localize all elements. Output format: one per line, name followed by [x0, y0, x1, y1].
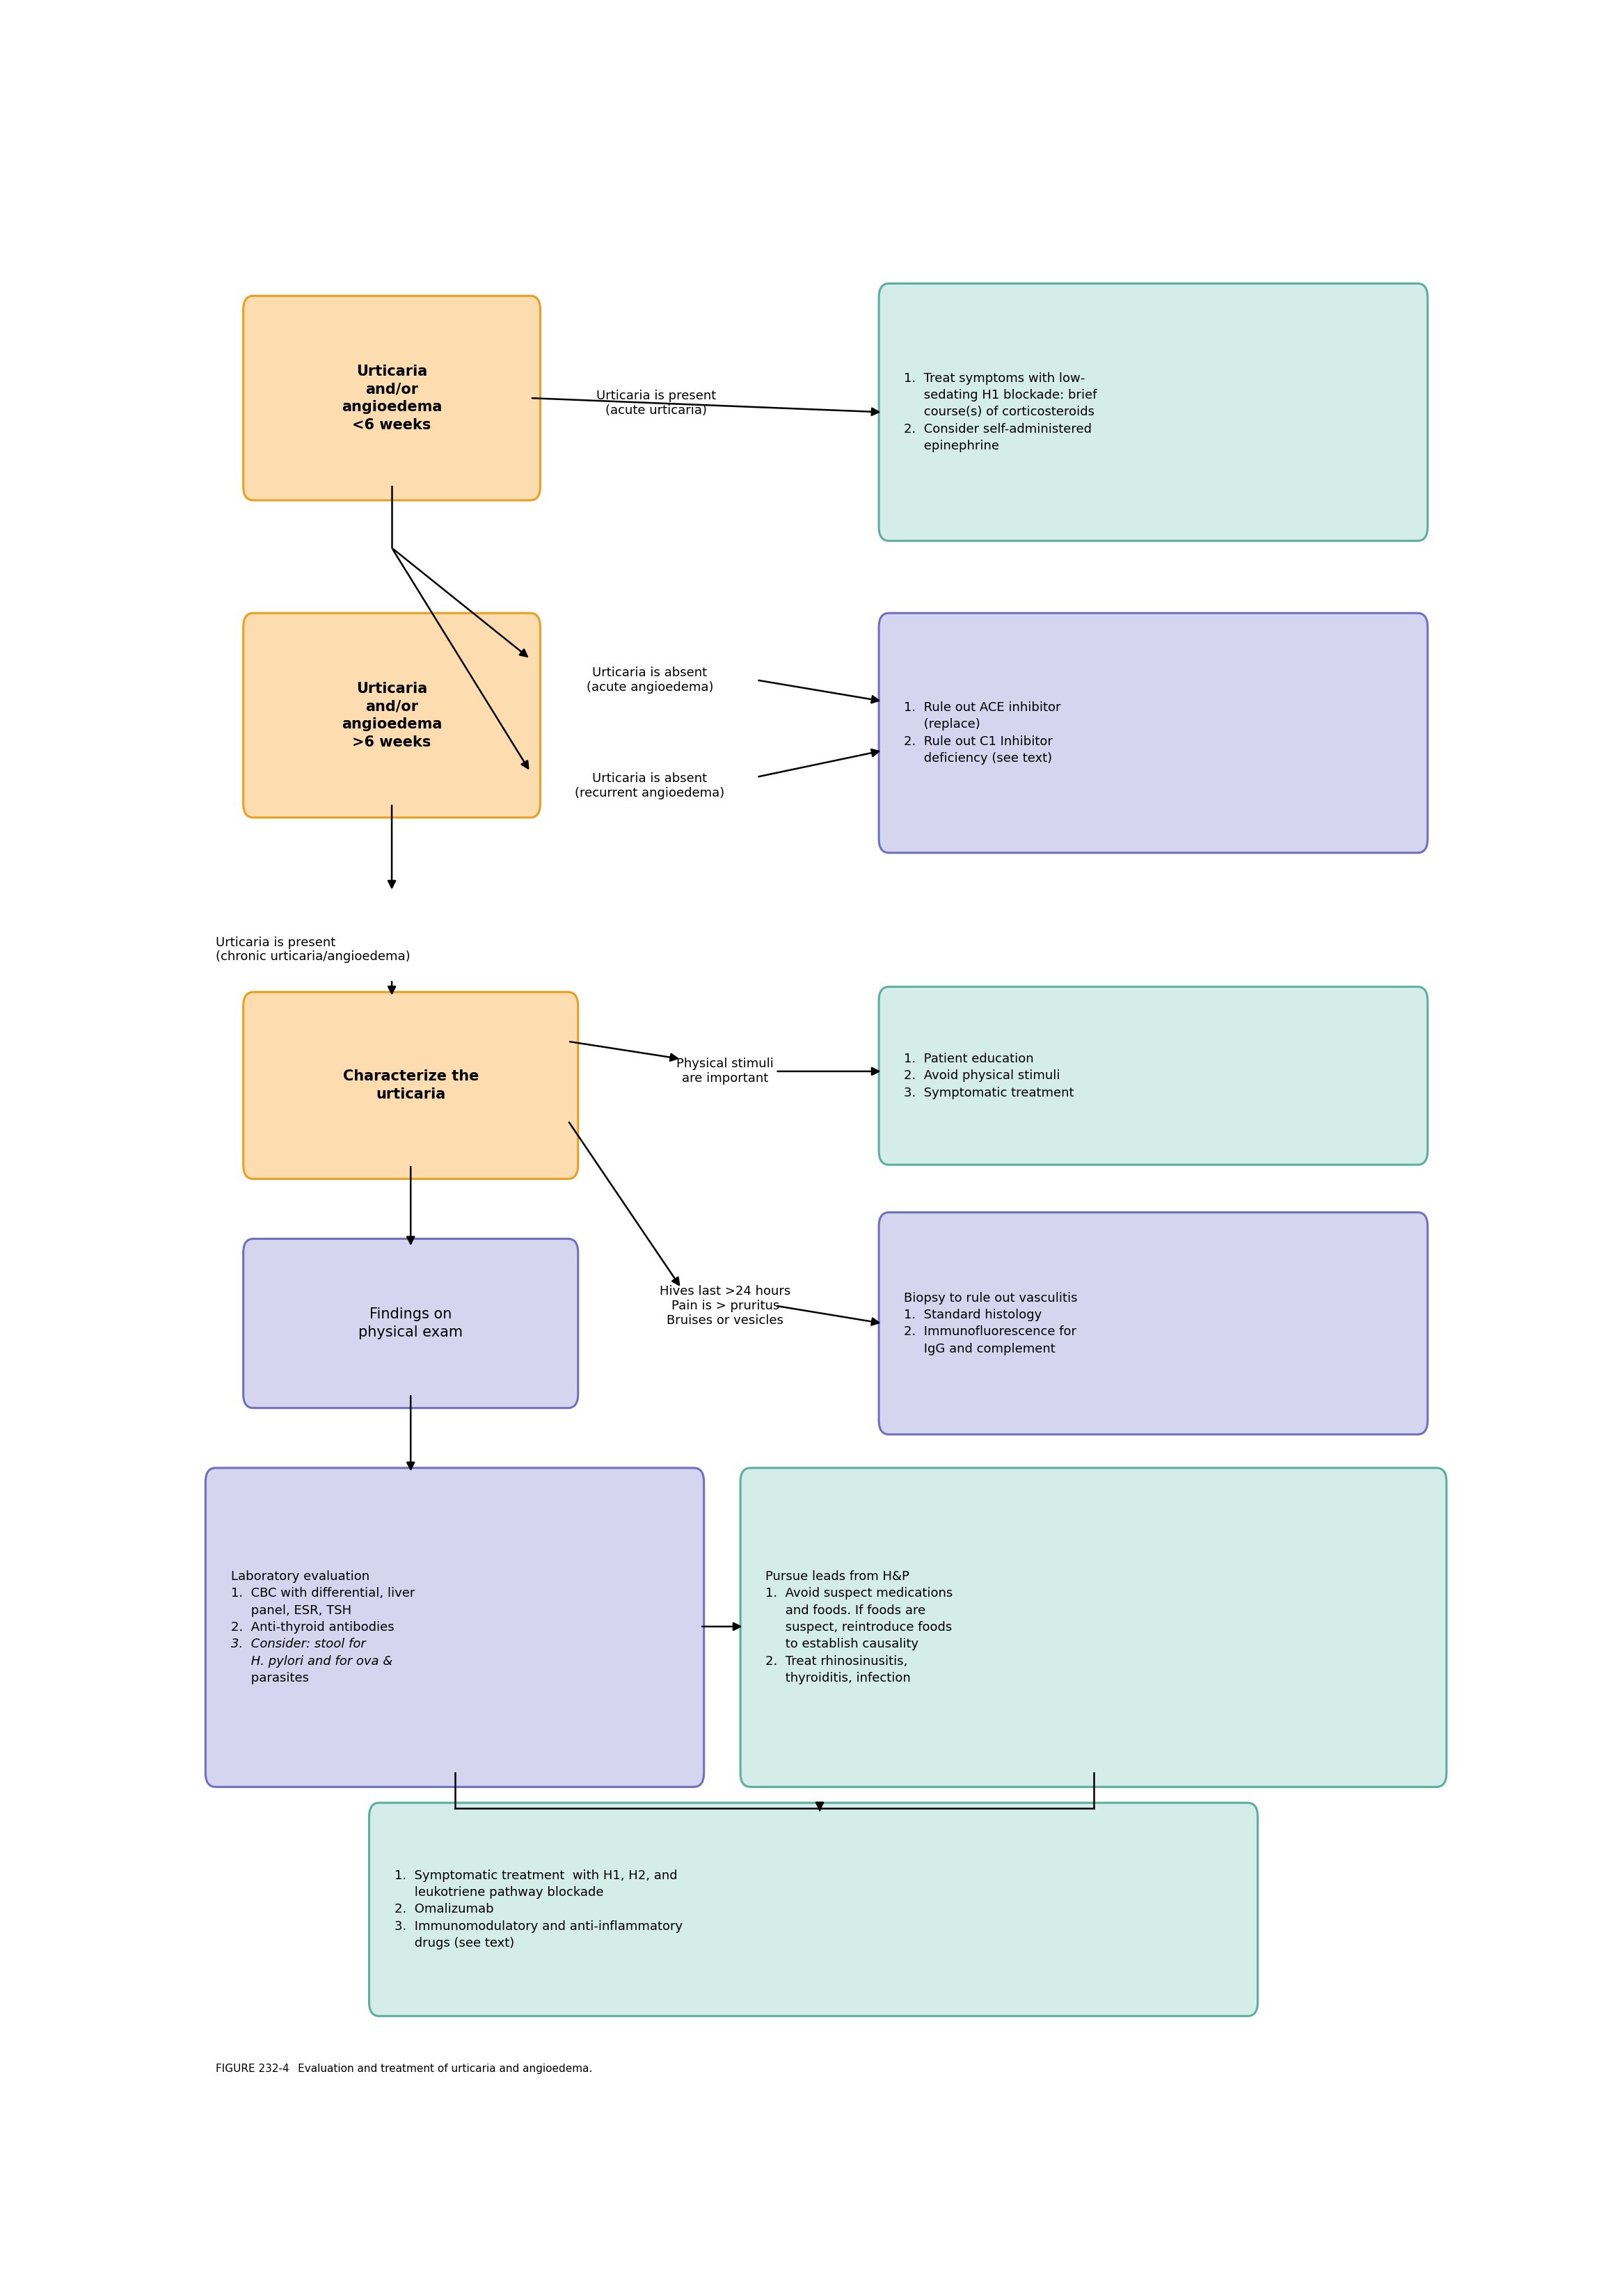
Text: Findings on
physical exam: Findings on physical exam: [359, 1307, 463, 1339]
Text: leukotriene pathway blockade: leukotriene pathway blockade: [395, 1886, 604, 1900]
Text: epinephrine: epinephrine: [905, 439, 999, 453]
Text: Urticaria is absent
(acute angioedema): Urticaria is absent (acute angioedema): [586, 666, 713, 694]
Text: 1.  CBC with differential, liver: 1. CBC with differential, liver: [231, 1586, 414, 1600]
Text: 1.  Treat symptoms with low-: 1. Treat symptoms with low-: [905, 373, 1085, 385]
Text: Physical stimuli
are important: Physical stimuli are important: [677, 1058, 775, 1085]
Text: 2.  Rule out C1 Inhibitor: 2. Rule out C1 Inhibitor: [905, 735, 1052, 749]
FancyBboxPatch shape: [244, 1238, 578, 1408]
FancyBboxPatch shape: [369, 1804, 1257, 2017]
FancyBboxPatch shape: [879, 987, 1427, 1165]
Text: 2.  Treat rhinosinusitis,: 2. Treat rhinosinusitis,: [765, 1655, 908, 1669]
Text: drugs (see text): drugs (see text): [395, 1936, 515, 1950]
FancyBboxPatch shape: [206, 1467, 703, 1788]
Text: Urticaria is present
(chronic urticaria/angioedema): Urticaria is present (chronic urticaria/…: [216, 936, 411, 964]
FancyBboxPatch shape: [879, 1213, 1427, 1435]
Text: 1.  Avoid suspect medications: 1. Avoid suspect medications: [765, 1586, 953, 1600]
Text: and foods. If foods are: and foods. If foods are: [765, 1605, 926, 1616]
FancyBboxPatch shape: [244, 991, 578, 1179]
Text: FIGURE 232-4  Evaluation and treatment of urticaria and angioedema.: FIGURE 232-4 Evaluation and treatment of…: [216, 2065, 593, 2074]
Text: Biopsy to rule out vasculitis: Biopsy to rule out vasculitis: [905, 1291, 1078, 1305]
Text: Urticaria is absent
(recurrent angioedema): Urticaria is absent (recurrent angioedem…: [575, 771, 724, 799]
Text: deficiency (see text): deficiency (see text): [905, 753, 1052, 765]
Text: Laboratory evaluation: Laboratory evaluation: [231, 1570, 369, 1582]
Text: 1.  Symptomatic treatment  with H1, H2, and: 1. Symptomatic treatment with H1, H2, an…: [395, 1870, 677, 1882]
Text: course(s) of corticosteroids: course(s) of corticosteroids: [905, 405, 1095, 419]
Text: (replace): (replace): [905, 719, 981, 730]
Text: Pursue leads from H&P: Pursue leads from H&P: [765, 1570, 909, 1582]
Text: parasites: parasites: [231, 1671, 309, 1685]
Text: 1.  Standard histology: 1. Standard histology: [905, 1309, 1043, 1321]
Text: 2.  Omalizumab: 2. Omalizumab: [395, 1902, 494, 1916]
Text: 2.  Anti-thyroid antibodies: 2. Anti-thyroid antibodies: [231, 1621, 395, 1634]
Text: thyroiditis, infection: thyroiditis, infection: [765, 1671, 911, 1685]
FancyBboxPatch shape: [244, 295, 541, 501]
Text: 2.  Avoid physical stimuli: 2. Avoid physical stimuli: [905, 1069, 1060, 1083]
Text: H. pylori and for ova &: H. pylori and for ova &: [231, 1655, 393, 1669]
Text: 3.  Symptomatic treatment: 3. Symptomatic treatment: [905, 1087, 1073, 1099]
Text: 2.  Consider self-administered: 2. Consider self-administered: [905, 423, 1091, 435]
Text: IgG and complement: IgG and complement: [905, 1344, 1056, 1355]
Text: panel, ESR, TSH: panel, ESR, TSH: [231, 1605, 351, 1616]
Text: suspect, reintroduce foods: suspect, reintroduce foods: [765, 1621, 952, 1634]
Text: 3.  Immunomodulatory and anti-inflammatory: 3. Immunomodulatory and anti-inflammator…: [395, 1920, 682, 1932]
FancyBboxPatch shape: [879, 613, 1427, 854]
Text: to establish causality: to establish causality: [765, 1639, 919, 1650]
Text: Urticaria is present
(acute urticaria): Urticaria is present (acute urticaria): [596, 389, 716, 417]
Text: sedating H1 blockade: brief: sedating H1 blockade: brief: [905, 389, 1098, 401]
Text: 3.  Consider: stool for: 3. Consider: stool for: [231, 1639, 365, 1650]
Text: Urticaria
and/or
angioedema
>6 weeks: Urticaria and/or angioedema >6 weeks: [341, 682, 442, 749]
Text: 2.  Immunofluorescence for: 2. Immunofluorescence for: [905, 1325, 1077, 1339]
Text: Urticaria
and/or
angioedema
<6 weeks: Urticaria and/or angioedema <6 weeks: [341, 364, 442, 433]
Text: 1.  Patient education: 1. Patient education: [905, 1053, 1034, 1064]
FancyBboxPatch shape: [879, 284, 1427, 540]
FancyBboxPatch shape: [741, 1467, 1447, 1788]
Text: 1.  Rule out ACE inhibitor: 1. Rule out ACE inhibitor: [905, 700, 1060, 714]
Text: Characterize the
urticaria: Characterize the urticaria: [343, 1069, 479, 1101]
Text: Hives last >24 hours
Pain is > pruritus
Bruises or vesicles: Hives last >24 hours Pain is > pruritus …: [659, 1284, 791, 1328]
FancyBboxPatch shape: [244, 613, 541, 817]
